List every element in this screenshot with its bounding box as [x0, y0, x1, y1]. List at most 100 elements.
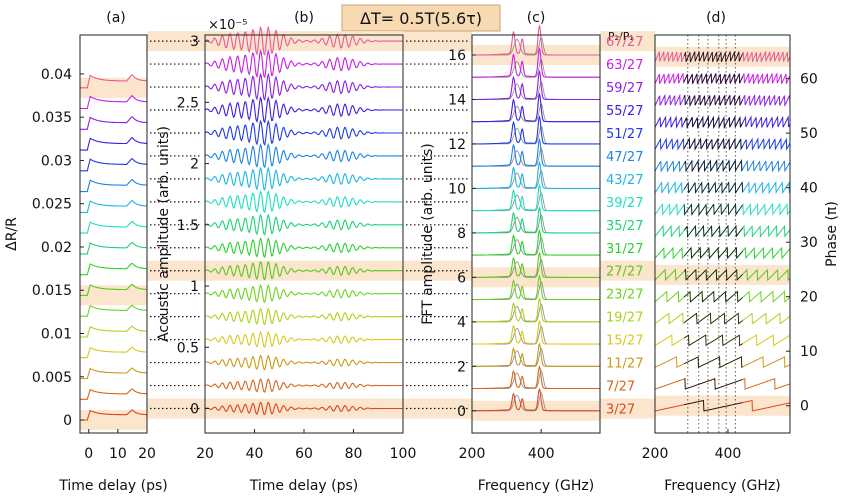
fit-trace	[684, 356, 743, 368]
highlight-band-gap	[403, 398, 472, 419]
trace-3-27	[80, 409, 147, 421]
highlight-band-gap	[403, 31, 472, 52]
fit-trace	[683, 290, 743, 303]
x-tick-label: 20	[196, 446, 214, 462]
trace-11-27	[80, 367, 147, 380]
highlight-band-gap	[147, 260, 205, 281]
fit-trace	[683, 137, 743, 151]
trace-19-27	[472, 297, 600, 323]
trace-63-27	[80, 95, 148, 110]
y-tick-label: 16	[448, 48, 466, 64]
trace-35-27	[654, 224, 791, 239]
trace-59-27	[80, 116, 147, 130]
trace-59-27	[204, 72, 403, 101]
trace-51-27	[80, 158, 148, 172]
trace-39-27	[472, 183, 600, 212]
y-tick-label: 0.02	[41, 240, 72, 256]
trace-11-27	[204, 354, 403, 371]
fit-trace	[683, 73, 743, 84]
highlight-band	[80, 285, 147, 306]
y-tick-label: 12	[448, 137, 466, 153]
trace-47-27	[472, 138, 600, 167]
highlight-band	[472, 45, 600, 66]
trace-7-27	[80, 388, 148, 400]
ratio-label: 55/27	[606, 104, 643, 119]
trace-63-27	[472, 47, 600, 78]
trace-3-27	[204, 401, 403, 416]
y-axis-label: FFT amplitude (arb. units)	[420, 143, 436, 325]
panel-a-frame	[79, 34, 148, 434]
scale-label: ×10⁻⁵	[208, 18, 248, 33]
trace-55-27	[204, 95, 403, 124]
y-tick-label: 10	[448, 181, 466, 197]
trace-63-27	[654, 73, 791, 85]
x-tick-label: 60	[295, 446, 313, 462]
x-tick-label: 20	[138, 446, 156, 462]
x-tick-label: 400	[528, 446, 555, 462]
ratio-label: 47/27	[606, 150, 643, 165]
x-axis-label: Frequency (GHz)	[478, 478, 594, 494]
panel-title: (c)	[527, 10, 546, 26]
x-axis-label: Time delay (ps)	[249, 478, 359, 494]
fit-trace	[683, 224, 743, 238]
highlight-band	[80, 77, 147, 98]
highlight-band-gap	[600, 398, 655, 419]
panel-title: (d)	[706, 10, 726, 26]
highlight-band	[80, 410, 147, 431]
x-tick-label: 100	[390, 446, 417, 462]
x-tick-label: 0	[84, 446, 93, 462]
trace-55-27	[472, 92, 600, 123]
panel-d-frame	[654, 34, 791, 434]
y-axis-label: ΔR/R	[4, 217, 20, 251]
ratio-label: 63/27	[606, 58, 643, 73]
x-tick-label: 400	[715, 446, 742, 462]
ratio-label: 51/27	[606, 127, 643, 142]
x-axis-label: Frequency (GHz)	[664, 478, 780, 494]
fit-trace	[684, 399, 743, 412]
x-tick-label: 200	[642, 446, 669, 462]
trace-23-27	[472, 274, 600, 301]
y-tick-label: 0.01	[41, 327, 72, 343]
y-tick-label: 0	[63, 413, 72, 429]
y-tick-label: 1	[190, 279, 199, 295]
panel-title: (a)	[106, 10, 126, 26]
y-tick-label: 0.04	[41, 67, 72, 83]
trace-47-27	[654, 158, 791, 173]
fit-trace	[683, 334, 743, 347]
y-tick-label: 30	[800, 235, 818, 251]
highlight-band	[655, 46, 790, 67]
y-tick-label: 20	[800, 290, 818, 306]
trace-3-27	[472, 387, 600, 412]
panel-c: (c) 200 400 Frequency (GHz) 0 2 4 6 8 10 12 14 16 FFT…	[420, 10, 601, 494]
x-tick-label: 200	[459, 446, 486, 462]
fit-trace	[683, 181, 743, 195]
y-tick-label: 0.035	[32, 110, 72, 126]
fit-trace	[683, 312, 743, 325]
trace-59-27	[472, 69, 600, 101]
trace-39-27	[80, 220, 147, 234]
fit-trace	[683, 268, 743, 282]
panel-b-frame	[204, 34, 404, 434]
trace-31-27	[472, 228, 600, 256]
trace-7-27	[472, 365, 600, 390]
trace-67-27	[204, 25, 403, 56]
trace-51-27	[204, 119, 403, 146]
trace-15-27	[204, 330, 403, 348]
ratio-label: 11/27	[606, 357, 643, 372]
y-tick-label: 0.03	[41, 153, 72, 169]
fit-trace	[684, 378, 743, 390]
y-tick-label: 60	[800, 72, 818, 88]
y-tick-label: 0	[457, 404, 466, 420]
trace-39-27	[204, 189, 403, 214]
fit-trace	[683, 95, 743, 107]
trace-47-27	[80, 179, 147, 193]
panel-d: (d) 200 400 Frequency (GHz) 0 10 20 30 40 50 60 Pha…	[642, 10, 840, 494]
trace-31-27	[80, 262, 148, 276]
fit-trace	[683, 159, 743, 173]
ratio-labels: 3/27 7/27 11/27 15/27 19/27 23/27 27/27 31/27 35…	[606, 35, 643, 417]
trace-55-27	[80, 137, 147, 151]
highlight-band	[655, 395, 790, 416]
ratio-label: 23/27	[606, 288, 643, 303]
trace-23-27	[80, 304, 147, 317]
trace-23-27	[204, 284, 403, 303]
